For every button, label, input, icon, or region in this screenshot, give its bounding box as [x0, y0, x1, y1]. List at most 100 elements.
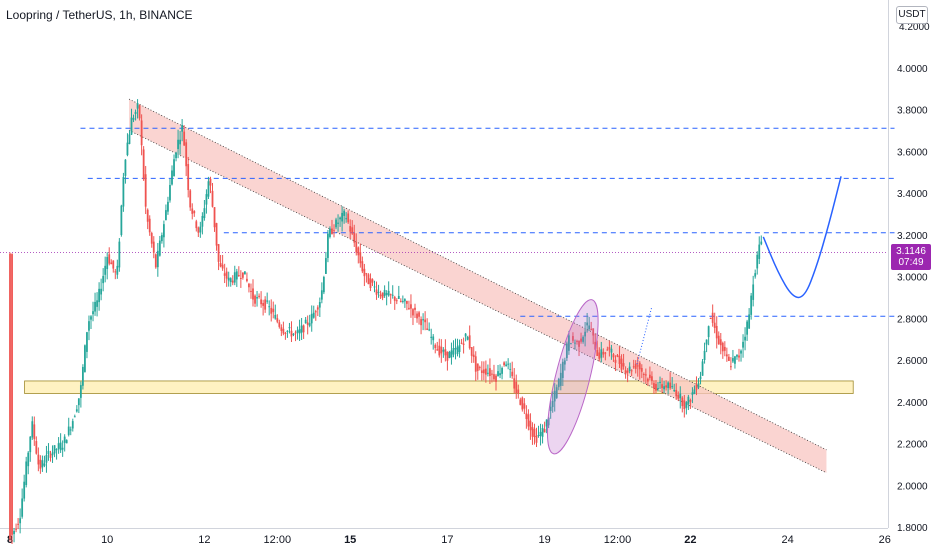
candle-body — [697, 383, 700, 388]
candle-body — [331, 228, 333, 234]
candle-body — [689, 399, 692, 402]
candle-body — [320, 290, 323, 300]
candle-body — [292, 333, 295, 335]
candle-body — [246, 278, 248, 282]
candle-body — [136, 103, 139, 109]
candle-body — [679, 393, 682, 399]
candle-body — [67, 426, 70, 435]
candle-body — [715, 325, 718, 339]
candle-body — [21, 498, 24, 517]
candle-body — [43, 463, 46, 466]
candle-body — [329, 228, 331, 237]
candle-body — [225, 271, 228, 279]
currency-button[interactable]: USDT — [896, 6, 928, 24]
candle-body — [86, 332, 88, 352]
candle-body — [450, 350, 453, 358]
candle-body — [209, 178, 212, 186]
y-tick-label: 3.8000 — [897, 106, 928, 117]
candle-body — [685, 402, 688, 408]
candle-body — [752, 284, 755, 300]
candle-body — [116, 265, 119, 275]
x-tick-label: 17 — [441, 534, 453, 546]
candle-body — [227, 277, 230, 281]
candle-body — [693, 389, 696, 394]
y-tick-label: 3.2000 — [897, 231, 928, 242]
candle-body — [203, 208, 206, 219]
candle-body — [55, 449, 58, 451]
candle-body — [260, 299, 262, 305]
candle-body — [665, 385, 667, 388]
candle-body — [458, 345, 461, 352]
candle-body — [549, 406, 552, 412]
candle-body — [531, 427, 534, 437]
candle-body — [395, 300, 398, 302]
candle-body — [138, 105, 141, 119]
candle-body — [416, 313, 418, 319]
candle-body — [189, 190, 192, 208]
candle-body — [314, 311, 317, 313]
candle-body — [165, 210, 167, 220]
candle-body — [84, 345, 86, 372]
candle-body — [199, 226, 202, 233]
x-tick-label: 12:00 — [604, 534, 632, 546]
x-tick-label: 26 — [879, 534, 891, 546]
candle-body — [626, 370, 629, 373]
candle-body — [266, 300, 269, 302]
y-tick-label: 1.8000 — [897, 523, 928, 534]
candle-body — [276, 318, 279, 322]
candle-body — [41, 460, 44, 468]
candle-body — [742, 341, 744, 348]
candle-body — [422, 319, 424, 321]
candle-body — [719, 339, 722, 346]
candle-body — [373, 286, 376, 288]
candle-body — [197, 227, 200, 233]
candle-body — [669, 382, 672, 389]
candle-body — [235, 271, 238, 280]
candle-body — [345, 218, 348, 220]
candle-body — [27, 452, 30, 467]
candle-body — [584, 331, 586, 337]
candle-body — [29, 436, 32, 453]
candle-body — [649, 374, 651, 379]
candle-body — [296, 330, 299, 333]
candle-body — [620, 358, 623, 370]
candle-body — [701, 361, 704, 376]
candle-body — [191, 208, 194, 214]
candle-body — [365, 273, 368, 275]
candle-body — [312, 312, 315, 318]
candle-body — [721, 342, 724, 352]
candle-body — [622, 363, 625, 367]
candle-body — [736, 354, 738, 357]
candle-body — [217, 244, 220, 262]
candle-body — [511, 371, 514, 377]
candle-body — [110, 262, 113, 265]
candle-body — [126, 142, 129, 156]
candle-body — [264, 299, 267, 310]
y-tick-label: 3.6000 — [897, 147, 928, 158]
candle-body — [347, 213, 350, 223]
candle-body — [39, 459, 42, 469]
candle-body — [175, 152, 177, 159]
support-zone — [24, 380, 854, 394]
candle-body — [98, 288, 100, 303]
candle-body — [529, 420, 532, 431]
candle-body — [195, 221, 198, 229]
candle-body — [310, 313, 313, 324]
candle-body — [73, 416, 76, 418]
x-tick-label: 12 — [198, 534, 210, 546]
candle-body — [367, 274, 370, 285]
candle-body — [306, 322, 309, 325]
candle-body — [15, 528, 17, 530]
candle-body — [594, 341, 597, 350]
candle-body — [717, 335, 720, 345]
chart-title: Loopring / TetherUS, 1h, BINANCE — [6, 8, 193, 22]
candle-body — [632, 366, 635, 368]
y-tick-label-partial: 4.2000 — [899, 22, 930, 33]
candle-body — [106, 257, 109, 269]
candle-body — [102, 275, 105, 284]
candle-body — [244, 271, 246, 275]
candle-body — [655, 383, 657, 391]
candle-body — [158, 240, 161, 256]
candle-body — [428, 329, 431, 331]
